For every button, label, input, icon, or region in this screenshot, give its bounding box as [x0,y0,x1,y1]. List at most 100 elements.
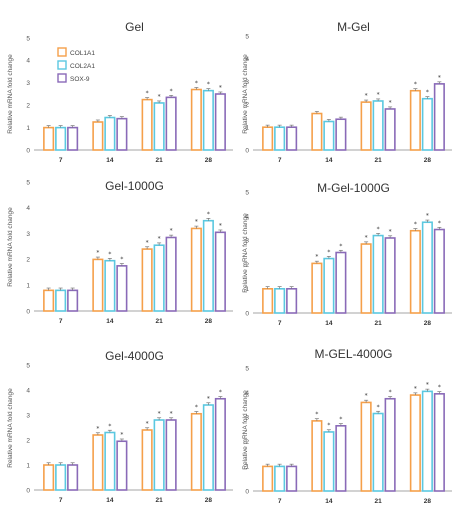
legend-label: COL1A1 [70,50,95,57]
bar-col2a1 [202,89,214,151]
y-tick-label: 4 [245,56,249,63]
bar-col1a1 [43,289,55,312]
bar-col1a1 [43,464,55,491]
bar-col2a1 [55,126,67,151]
y-tick-label: 2 [245,262,249,269]
bar-col1a1 [190,88,202,151]
significance-star: * [365,93,368,100]
bar-col2a1 [323,120,335,151]
significance-star: * [377,404,380,411]
significance-star: * [438,384,441,391]
bar-col2a1 [104,259,116,312]
significance-star: * [438,74,441,81]
y-tick-label: 0 [245,310,249,317]
legend-label: COL2A1 [70,63,95,70]
y-tick-label: 5 [245,189,249,196]
y-axis-label: Relative mRNA fold change [242,54,249,134]
significance-star: * [327,249,330,256]
bar-col1a1 [409,394,421,492]
x-tick-label: 28 [424,157,432,164]
bar-col1a1 [311,420,323,492]
x-tick-label: 7 [278,157,282,164]
significance-star: * [315,411,318,418]
significance-star: * [158,410,161,417]
significance-star: * [426,89,429,96]
panel-title: M-Gel-1000G [317,181,390,195]
legend-swatch-col1a1 [57,47,67,57]
bar-col2a1 [372,234,384,314]
bar-sox-9 [384,397,396,492]
significance-star: * [438,220,441,227]
bar-sox-9 [384,237,396,314]
bar-col1a1 [262,126,274,151]
bar-sox-9 [286,126,298,151]
y-tick-label: 1 [245,286,249,293]
bar-col1a1 [409,229,421,314]
significance-star: * [389,228,392,235]
significance-star: * [207,395,210,402]
bar-sox-9 [335,251,347,314]
bar-sox-9 [384,108,396,151]
bar-sox-9 [116,265,128,312]
bar-sox-9 [165,419,177,491]
significance-star: * [426,382,429,389]
bar-sox-9 [165,96,177,151]
bar-col1a1 [311,262,323,314]
panel-title: Gel [125,20,144,34]
bar-col2a1 [421,97,433,151]
significance-star: * [158,235,161,242]
significance-star: * [195,80,198,87]
bar-col1a1 [141,248,153,312]
y-tick-label: 3 [245,79,249,86]
x-tick-label: 7 [278,320,282,327]
x-tick-label: 21 [156,157,164,164]
bar-col2a1 [274,465,286,492]
y-tick-label: 5 [245,365,249,372]
y-tick-label: 1 [26,125,30,132]
y-tick-label: 3 [245,238,249,245]
y-tick-label: 1 [245,125,249,132]
x-tick-label: 21 [375,157,383,164]
bar-sox-9 [165,236,177,312]
x-tick-label: 28 [205,157,213,164]
bar-sox-9 [116,440,128,491]
y-tick-label: 5 [245,33,249,40]
bar-col2a1 [202,219,214,312]
bar-col2a1 [372,412,384,492]
y-tick-label: 5 [26,35,30,42]
y-axis-label: Relative mRNA fold change [242,390,249,470]
y-axis-label: Relative mRNA fold change [7,388,14,468]
y-tick-label: 2 [245,439,249,446]
panel-title: M-Gel [337,20,370,34]
bar-col2a1 [372,100,384,151]
y-tick-label: 0 [26,487,30,494]
significance-star: * [426,213,429,220]
y-tick-label: 3 [26,412,30,419]
bar-col2a1 [202,404,214,491]
x-tick-label: 14 [325,320,333,327]
x-tick-label: 21 [375,320,383,327]
bar-col2a1 [104,431,116,491]
significance-star: * [108,251,111,258]
significance-star: * [414,385,417,392]
x-tick-label: 28 [424,498,432,505]
legend-swatch-col2a1 [57,60,67,70]
y-tick-label: 1 [26,283,30,290]
y-tick-label: 4 [26,205,30,212]
bar-col2a1 [421,390,433,492]
y-tick-label: 5 [26,362,30,369]
bar-sox-9 [214,93,226,151]
x-tick-label: 21 [375,498,383,505]
legend-label: SOX-9 [70,76,90,83]
x-tick-label: 7 [59,497,63,504]
bar-col2a1 [323,431,335,492]
significance-star: * [96,250,99,257]
bar-sox-9 [67,126,79,151]
significance-star: * [219,389,222,396]
significance-star: * [414,81,417,88]
significance-star: * [108,423,111,430]
x-tick-label: 14 [325,498,333,505]
x-tick-label: 14 [106,157,114,164]
x-tick-label: 28 [205,318,213,325]
x-tick-label: 28 [424,320,432,327]
